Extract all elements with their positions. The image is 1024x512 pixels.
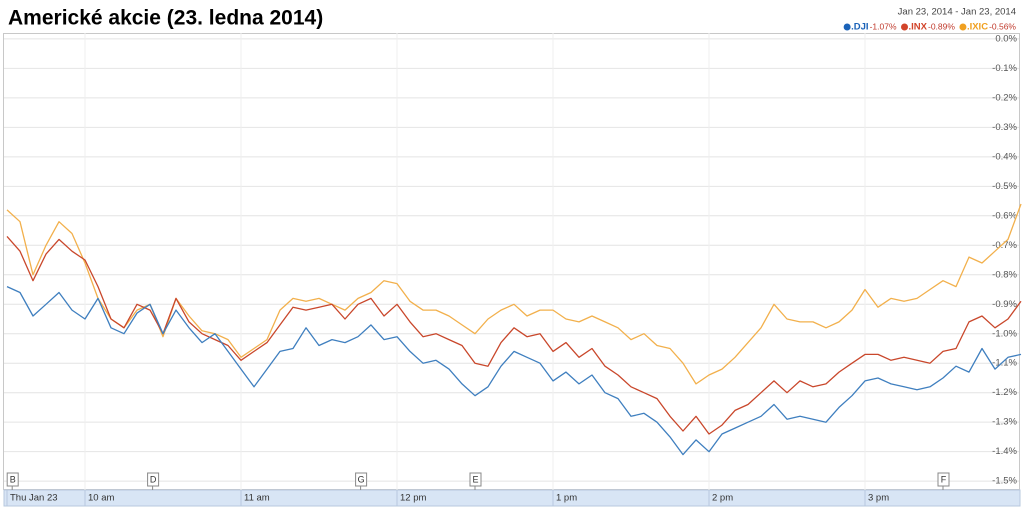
y-tick-label: -1.5% xyxy=(992,476,1017,487)
legend-dot xyxy=(901,23,909,31)
flag-label: D xyxy=(150,474,157,484)
series-line xyxy=(6,235,1022,435)
y-tick-label: -1.4% xyxy=(992,446,1017,457)
x-tick-label: 3 pm xyxy=(868,493,889,504)
x-tick-label: Thu Jan 23 xyxy=(10,493,58,504)
legend-change: -0.89% xyxy=(928,21,955,31)
y-tick-label: -0.6% xyxy=(992,210,1017,221)
x-tick-label: 12 pm xyxy=(400,493,426,504)
legend-change: -0.56% xyxy=(989,21,1016,31)
legend-name: .DJI xyxy=(851,22,868,33)
y-tick-label: -1.0% xyxy=(992,328,1017,339)
y-tick-label: -1.2% xyxy=(992,387,1017,398)
flag-label: E xyxy=(472,474,478,484)
y-tick-label: -0.2% xyxy=(992,92,1017,103)
series-line xyxy=(6,286,1022,456)
y-tick-label: -0.3% xyxy=(992,122,1017,133)
y-tick-label: -0.7% xyxy=(992,240,1017,251)
y-tick-label: -1.3% xyxy=(992,417,1017,428)
flag xyxy=(355,472,368,487)
date-range: Jan 23, 2014 - Jan 23, 2014 xyxy=(898,7,1016,18)
y-tick-label: -0.1% xyxy=(992,63,1017,74)
flag-label: G xyxy=(358,474,365,484)
legend-dot xyxy=(843,23,851,31)
legend-dot xyxy=(959,23,967,31)
x-tick-label: 11 am xyxy=(244,493,270,504)
y-tick-label: -1.1% xyxy=(992,358,1017,369)
flag-label: F xyxy=(941,474,947,484)
time-axis-band xyxy=(3,489,1021,507)
flag xyxy=(6,472,19,487)
x-tick-label: 1 pm xyxy=(556,493,577,504)
flag xyxy=(469,472,482,487)
y-tick-label: -0.5% xyxy=(992,181,1017,192)
x-tick-label: 10 am xyxy=(88,493,114,504)
x-tick-label: 2 pm xyxy=(712,493,733,504)
y-tick-label: -0.8% xyxy=(992,269,1017,280)
legend-change: -1.07% xyxy=(870,21,897,31)
chart-title: Americké akcie (23. ledna 2014) xyxy=(8,7,323,30)
flag xyxy=(147,472,160,487)
y-tick-label: -0.9% xyxy=(992,299,1017,310)
flag-label: B xyxy=(10,474,16,484)
flag xyxy=(937,472,950,487)
y-tick-label: -0.4% xyxy=(992,151,1017,162)
y-tick-label: 0.0% xyxy=(995,33,1017,44)
legend-name: .INX xyxy=(909,22,928,33)
legend-name: .IXIC xyxy=(967,22,988,33)
